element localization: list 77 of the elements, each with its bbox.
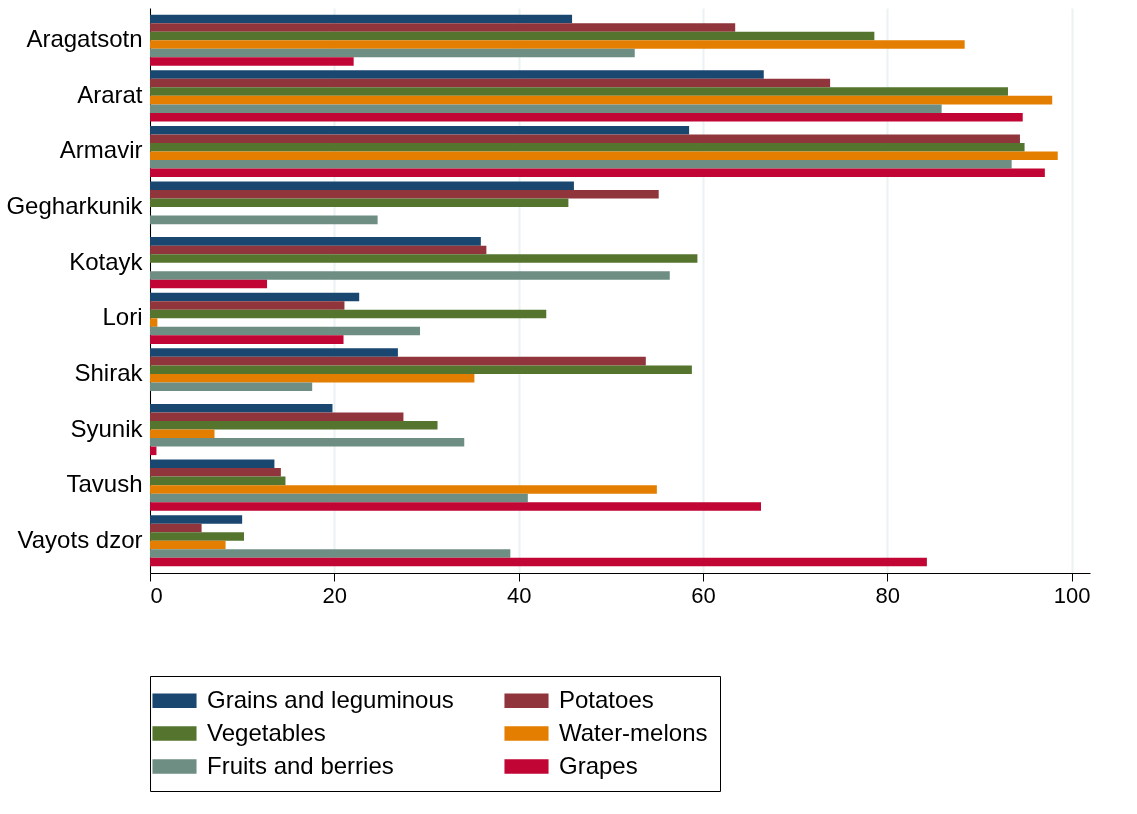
- y-tick-label: Ararat: [77, 80, 143, 108]
- x-tick-label: 80: [875, 582, 900, 608]
- bar: [150, 429, 215, 439]
- bar: [150, 104, 942, 113]
- bar: [150, 254, 698, 263]
- bar: [150, 403, 333, 413]
- bar: [150, 348, 398, 357]
- bar: [150, 468, 281, 477]
- bar: [150, 198, 569, 208]
- bar: [150, 292, 360, 302]
- bar: [150, 365, 692, 374]
- bar: [150, 318, 158, 327]
- bar: [150, 279, 268, 289]
- x-tick-label: 40: [506, 582, 532, 608]
- bar: [150, 326, 421, 336]
- y-tick-label: Tavush: [66, 470, 143, 498]
- bar: [150, 87, 1008, 96]
- bar: [150, 271, 670, 280]
- bar: [150, 57, 354, 66]
- bar: [150, 532, 244, 541]
- bar: [150, 382, 313, 391]
- bar: [150, 493, 528, 503]
- bar: [150, 549, 511, 558]
- bar: [150, 125, 690, 135]
- bar: [150, 23, 736, 32]
- bar: [150, 151, 1058, 160]
- bar: [150, 438, 465, 447]
- bar: [150, 112, 1023, 122]
- bar: [150, 557, 927, 567]
- bar: [150, 515, 243, 524]
- legend-label: Water-melons: [559, 718, 708, 746]
- bar: [150, 540, 226, 550]
- bar: [150, 373, 475, 383]
- bar: [150, 412, 404, 421]
- y-tick-label: Lori: [102, 303, 143, 331]
- bar: [150, 309, 547, 319]
- bar: [150, 502, 761, 511]
- bar: [150, 190, 659, 199]
- legend-label: Grapes: [559, 751, 638, 779]
- y-tick-label: Vayots dzor: [17, 525, 143, 553]
- bar: [150, 70, 764, 79]
- bar: [150, 142, 1025, 152]
- bar: [150, 48, 635, 58]
- bar: [150, 301, 345, 310]
- x-tick-label: 0: [150, 582, 163, 608]
- bar: [150, 459, 275, 469]
- y-tick-label: Syunik: [70, 414, 144, 442]
- y-tick-label: Shirak: [74, 358, 144, 386]
- bar: [150, 14, 573, 24]
- bar: [150, 245, 487, 255]
- y-tick-label: Aragatsotn: [26, 25, 143, 53]
- bar: [150, 485, 657, 494]
- bar: [150, 160, 1012, 169]
- bar: [150, 134, 1020, 143]
- bar: [150, 95, 1053, 105]
- bar: [150, 335, 344, 344]
- bar: [150, 356, 646, 366]
- bar: [150, 40, 965, 49]
- bar: [150, 476, 286, 486]
- bar: [150, 31, 875, 41]
- y-tick-label: Gegharkunik: [6, 192, 144, 220]
- bar: [150, 78, 831, 88]
- bar: [150, 523, 202, 533]
- bar: [150, 237, 481, 246]
- bar: [150, 181, 574, 191]
- legend-label: Fruits and berries: [207, 751, 394, 779]
- legend-label: Potatoes: [559, 685, 654, 713]
- bar: [150, 215, 378, 225]
- x-tick-label: 100: [1053, 582, 1091, 608]
- x-tick-label: 20: [322, 582, 348, 608]
- legend-label: Vegetables: [207, 718, 326, 746]
- y-tick-label: Kotayk: [69, 247, 144, 275]
- bar: [150, 421, 438, 430]
- legend-label: Grains and leguminous: [207, 685, 454, 713]
- bar: [150, 168, 1045, 178]
- y-tick-label: Armavir: [59, 136, 143, 164]
- x-tick-label: 60: [691, 582, 716, 608]
